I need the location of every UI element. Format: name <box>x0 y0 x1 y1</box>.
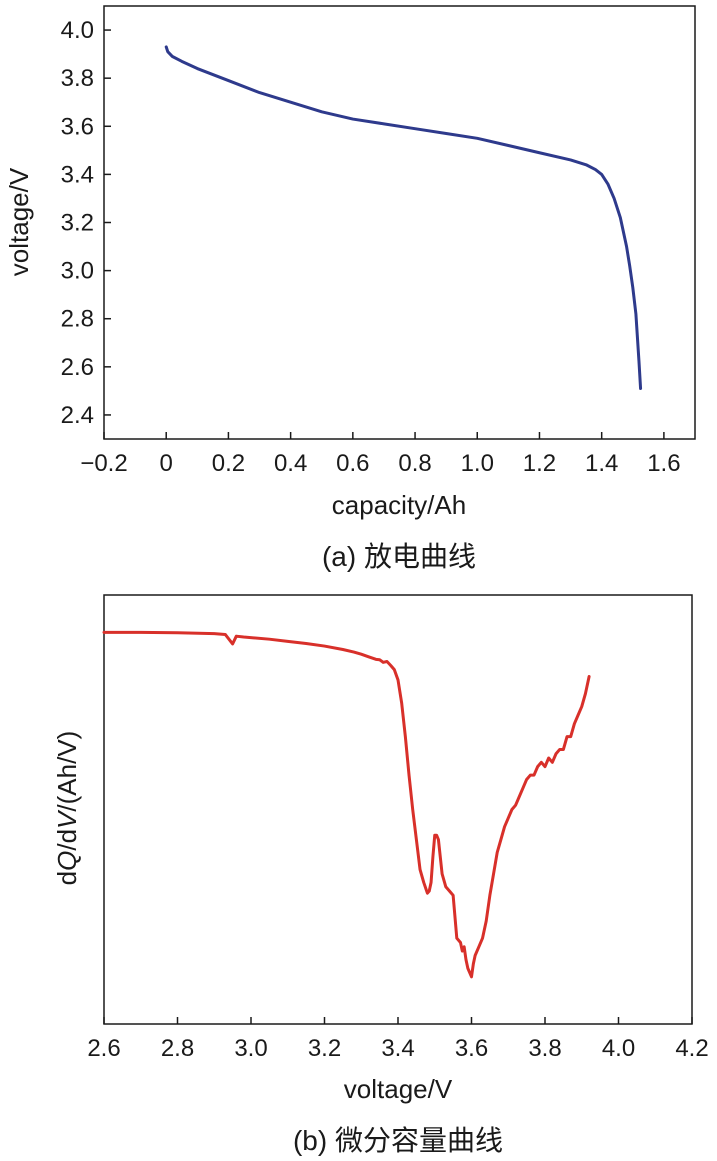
plot-frame-b <box>103 594 693 1025</box>
y-axis-label-a: voltage/V <box>4 167 34 276</box>
plot-frame-a <box>103 5 696 440</box>
y-tick-label-a: 2.6 <box>61 354 94 381</box>
ticks-a: −0.2 0 0.2 0.4 0.6 0.8 1.0 1.2 1.4 1.6 2.4 2.6 2.8 3.… <box>61 17 681 477</box>
x-tick-label-a: −0.2 <box>80 450 127 477</box>
ticks-b: 2.6 2.8 3.0 3.2 3.4 3.6 3.8 4.0 4.2 <box>87 1017 709 1062</box>
x-tick-label-b: 3.4 <box>381 1035 414 1062</box>
x-tick-label-a: 0.2 <box>212 450 245 477</box>
x-tick-label-b: 4.0 <box>602 1035 635 1062</box>
y-tick-label-a: 2.8 <box>61 306 94 333</box>
y-tick-label-a: 2.4 <box>61 402 94 429</box>
y-axis-label-b: dQ/dV/(Ah/V) <box>52 731 82 886</box>
x-tick-label-b: 3.2 <box>308 1035 341 1062</box>
x-tick-label-b: 2.6 <box>87 1035 120 1062</box>
x-axis-label-b: voltage/V <box>344 1074 453 1104</box>
x-tick-label-a: 0.6 <box>336 450 369 477</box>
x-tick-label-a: 0.8 <box>398 450 431 477</box>
x-tick-label-a: 1.6 <box>647 450 680 477</box>
y-tick-label-a: 3.8 <box>61 65 94 92</box>
dqdv-series-line <box>102 630 591 979</box>
y-tick-label-a: 3.4 <box>61 161 94 188</box>
y-tick-label-a: 3.0 <box>61 258 94 285</box>
x-tick-label-b: 3.0 <box>234 1035 267 1062</box>
x-tick-label-a: 1.2 <box>523 450 556 477</box>
x-tick-label-a: 0.4 <box>274 450 307 477</box>
x-tick-label-b: 2.8 <box>161 1035 194 1062</box>
x-tick-label-a: 1.4 <box>585 450 618 477</box>
caption-b: (b) 微分容量曲线 <box>293 1125 503 1156</box>
panel-a-discharge-curve: −0.2 0 0.2 0.4 0.6 0.8 1.0 1.2 1.4 1.6 2.4 2.6 2.8 3.… <box>4 5 696 572</box>
panel-b-differential-capacity-curve: 2.6 2.8 3.0 3.2 3.4 3.6 3.8 4.0 4.2 voltage/V dQ… <box>52 594 709 1156</box>
x-tick-label-a: 0 <box>160 450 173 477</box>
y-tick-label-a: 4.0 <box>61 17 94 44</box>
x-tick-label-b: 3.8 <box>528 1035 561 1062</box>
x-axis-label-a: capacity/Ah <box>332 490 466 520</box>
x-tick-label-b: 3.6 <box>455 1035 488 1062</box>
y-tick-label-a: 3.2 <box>61 210 94 237</box>
caption-a: (a) 放电曲线 <box>322 541 476 572</box>
y-tick-label-a: 3.6 <box>61 113 94 140</box>
x-tick-label-a: 1.0 <box>461 450 494 477</box>
x-tick-label-b: 4.2 <box>675 1035 708 1062</box>
discharge-series-line <box>164 45 643 390</box>
